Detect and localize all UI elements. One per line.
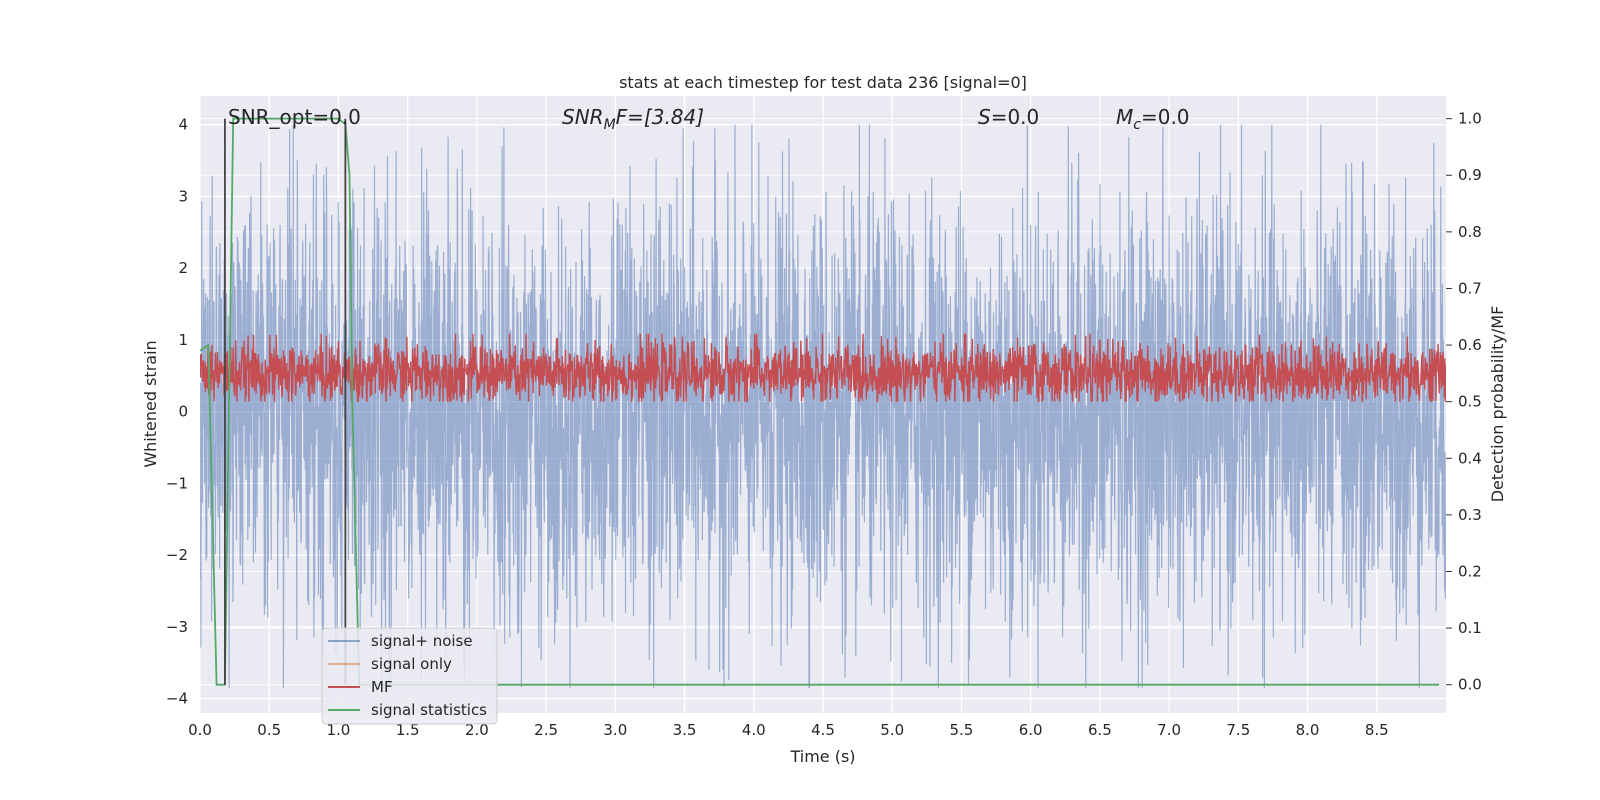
annotation-mc: Mc=0.0 <box>1116 105 1190 133</box>
series-signal-statistics <box>200 117 1440 686</box>
y-tick-label-right: 0.8 <box>1458 223 1482 241</box>
x-tick-label: 1.0 <box>327 721 351 739</box>
y-tick-label: 4 <box>178 116 188 134</box>
x-tick-label: 0.0 <box>188 721 212 739</box>
y-tick-label-right: 0.1 <box>1458 619 1482 637</box>
y-tick-label-right: 0.0 <box>1458 676 1482 694</box>
x-tick-label: 5.5 <box>950 721 974 739</box>
y-tick-label: −4 <box>166 690 188 708</box>
x-tick-label: 4.0 <box>742 721 766 739</box>
x-tick-label: 4.5 <box>811 721 835 739</box>
x-tick-label: 2.0 <box>465 721 489 739</box>
chart-title: stats at each timestep for test data 236… <box>619 73 1027 92</box>
legend: signal+ noise signal only MF signal stat… <box>321 627 498 725</box>
annotation-s: S=0.0 <box>978 105 1039 129</box>
x-tick-label: 8.0 <box>1296 721 1320 739</box>
y-tick-label: −3 <box>166 618 188 636</box>
series-mf <box>200 333 1446 403</box>
y-tick-label-right: 0.6 <box>1458 336 1482 354</box>
x-tick-label: 6.5 <box>1088 721 1112 739</box>
series-signal-noise <box>200 124 1446 688</box>
y-tick-label-right: 0.4 <box>1458 449 1482 467</box>
x-tick-labels: 0.0 0.5 1.0 1.5 2.0 2.5 3.0 3.5 4.0 4.5 5.0 5.5 6.0 6… <box>188 721 1389 739</box>
x-tick-label: 7.0 <box>1157 721 1181 739</box>
legend-label-signal-only: signal only <box>371 655 452 673</box>
x-tick-label: 2.5 <box>534 721 558 739</box>
y-tick-label: 0 <box>178 403 188 421</box>
y-tick-label-right: 0.3 <box>1458 506 1482 524</box>
annotation-snr-mf: SNRMF=[3.84] <box>562 105 704 133</box>
annotation-snr-opt: SNR_opt=0.0 <box>228 105 361 129</box>
y-tick-label-right: 0.5 <box>1458 393 1482 411</box>
legend-label-signal-statistics: signal statistics <box>371 701 487 719</box>
y-tick-labels-right: 1.0 0.9 0.8 0.7 0.6 0.5 0.4 0.3 0.2 0.1 0.0 <box>1446 110 1482 694</box>
x-tick-label: 3.5 <box>673 721 697 739</box>
x-tick-label: 3.0 <box>603 721 627 739</box>
y-tick-label: 2 <box>178 259 188 277</box>
x-tick-label: 0.5 <box>257 721 281 739</box>
event-markers <box>224 118 347 685</box>
x-tick-label: 1.5 <box>396 721 420 739</box>
y-tick-label-right: 0.7 <box>1458 279 1482 297</box>
y-tick-label-right: 0.9 <box>1458 166 1482 184</box>
y-tick-label: 3 <box>178 187 188 205</box>
y-tick-label: −1 <box>166 474 188 492</box>
y-axis-label: Whitened strain <box>141 340 160 467</box>
y-tick-label-right: 0.2 <box>1458 562 1482 580</box>
legend-label-signal-noise: signal+ noise <box>371 632 473 650</box>
y-axis-label-right: Detection probability/MF <box>1488 306 1507 503</box>
x-tick-label: 8.5 <box>1365 721 1389 739</box>
legend-box <box>321 627 498 725</box>
y-tick-label: 1 <box>178 331 188 349</box>
x-tick-label: 5.0 <box>880 721 904 739</box>
y-tick-labels-left: 4 3 2 1 0 −1 −2 −3 −4 <box>166 116 188 708</box>
y-tick-label: −2 <box>166 546 188 564</box>
legend-label-mf: MF <box>371 678 393 696</box>
y-tick-label-right: 1.0 <box>1458 110 1482 128</box>
x-axis-label: Time (s) <box>789 747 855 766</box>
x-tick-label: 6.0 <box>1019 721 1043 739</box>
x-tick-label: 7.5 <box>1226 721 1250 739</box>
